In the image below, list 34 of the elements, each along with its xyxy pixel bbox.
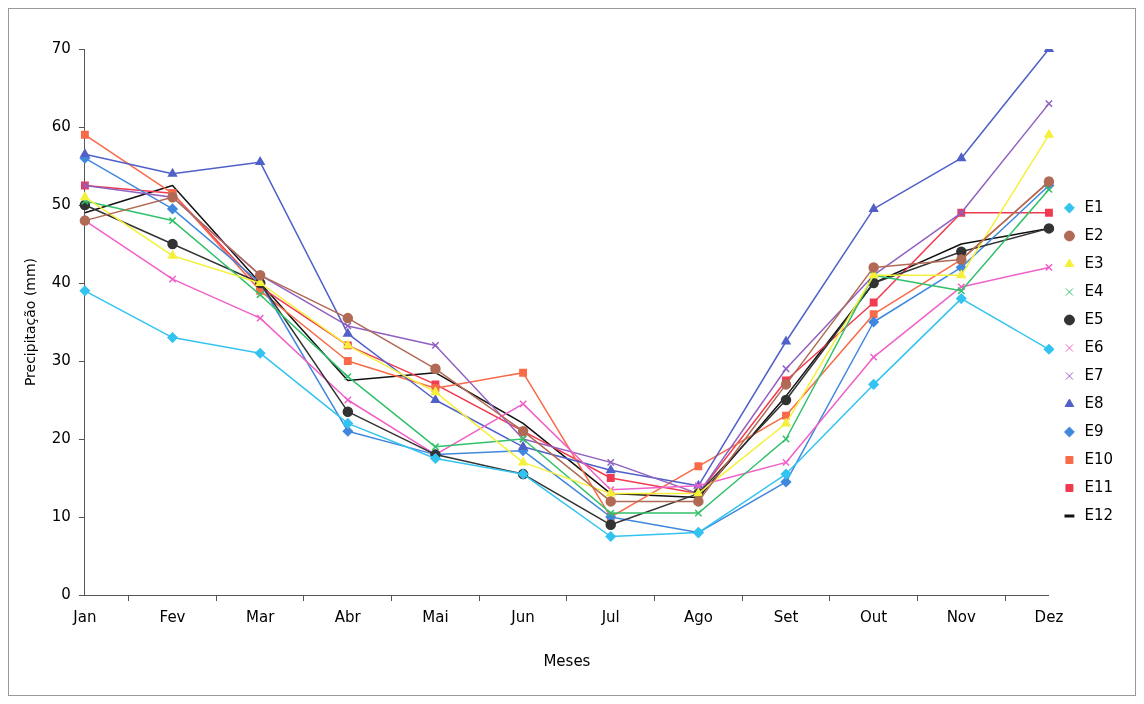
y-tick-label: 20: [51, 428, 71, 447]
legend-label: E2: [1084, 225, 1104, 244]
x-tick-label: Fev: [159, 607, 186, 626]
x-tick-label: Abr: [334, 607, 362, 626]
x-tick-label: Jan: [72, 607, 97, 626]
y-tick-label: 40: [51, 272, 71, 291]
y-tick-label: 60: [51, 116, 71, 135]
x-tick-label: Mai: [422, 607, 449, 626]
y-tick-label: 70: [51, 38, 71, 57]
x-tick-label: Set: [773, 607, 799, 626]
legend-label: E10: [1084, 449, 1114, 468]
x-tick-label: Out: [860, 607, 888, 626]
legend-label: E9: [1084, 421, 1104, 440]
legend-label: E3: [1084, 253, 1104, 272]
x-tick-label: Dez: [1034, 607, 1064, 626]
x-tick-label: Nov: [946, 607, 977, 626]
legend-label: E7: [1084, 365, 1104, 384]
y-tick-label: 50: [51, 194, 71, 213]
legend-label: E4: [1084, 281, 1104, 300]
y-tick-label: 30: [51, 350, 71, 369]
legend-label: E11: [1084, 477, 1114, 496]
x-tick-label: Jun: [510, 607, 535, 626]
y-axis-title: Precipitação (mm): [22, 257, 39, 387]
legend-label: E1: [1084, 197, 1104, 216]
x-tick-label: Mar: [246, 607, 276, 626]
legend-label: E5: [1084, 309, 1104, 328]
x-axis-title: Meses: [543, 651, 591, 670]
y-tick-label: 10: [51, 506, 71, 525]
legend-label: E12: [1084, 505, 1114, 524]
x-tick-label: Ago: [683, 607, 713, 626]
legend-label: E8: [1084, 393, 1104, 412]
x-tick-label: Jul: [600, 607, 620, 626]
y-tick-label: 0: [61, 584, 71, 603]
legend-label: E6: [1084, 337, 1104, 356]
